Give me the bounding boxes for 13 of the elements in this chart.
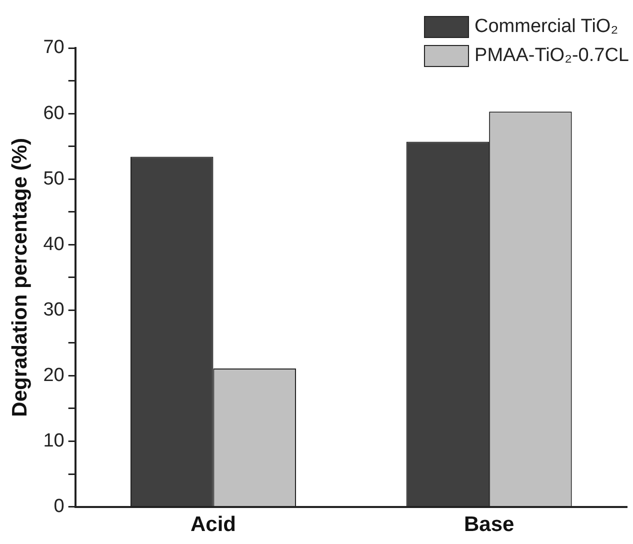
- x-tick-label: Base: [464, 513, 514, 536]
- legend-label: Commercial TiO₂: [474, 16, 618, 38]
- y-tick-label: 70: [43, 37, 64, 58]
- y-tick-label: 0: [54, 496, 64, 518]
- y-tick-label: 20: [43, 364, 64, 386]
- y-axis-title: Degradation percentage (%): [8, 138, 32, 417]
- y-tick-label: 30: [43, 299, 64, 320]
- y-tick-label: 50: [43, 168, 64, 190]
- y-tick-label: 10: [43, 430, 64, 452]
- legend-label: PMAA-TiO₂-0.7CL: [474, 44, 629, 66]
- y-tick-label: 40: [43, 234, 64, 255]
- y-tick-label: 60: [43, 102, 64, 124]
- x-tick-label: Acid: [190, 513, 236, 536]
